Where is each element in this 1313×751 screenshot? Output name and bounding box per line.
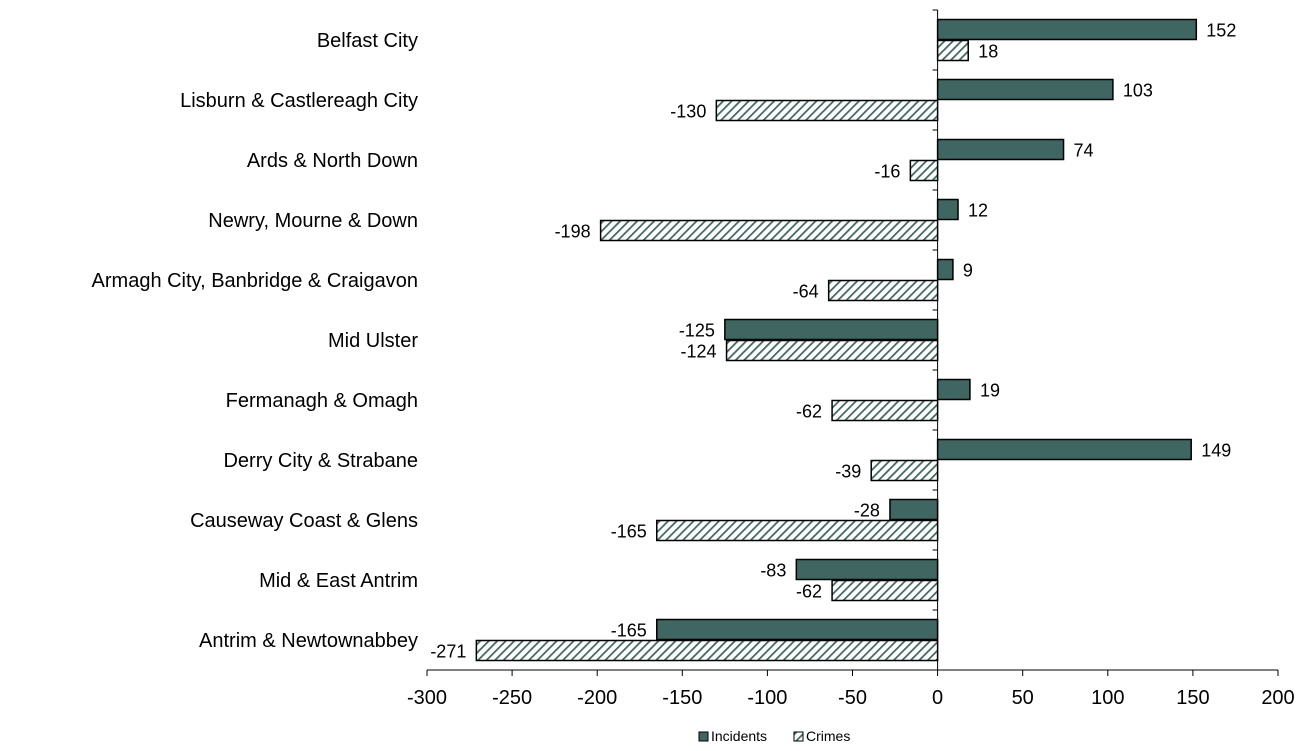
category-label: Ards & North Down — [247, 150, 418, 172]
category-label: Belfast City — [317, 30, 418, 52]
category-label: Lisburn & Castlereagh City — [180, 90, 418, 112]
x-tick-label: -250 — [492, 687, 532, 709]
x-tick-label: -100 — [747, 687, 787, 709]
x-tick-label: 50 — [1012, 687, 1034, 709]
category-label: Fermanagh & Omagh — [226, 390, 418, 412]
data-label-crimes: -271 — [430, 642, 466, 662]
bar-incidents — [936, 78, 1114, 101]
bar-crimes — [656, 519, 939, 542]
x-tick-label: -200 — [577, 687, 617, 709]
bar-incidents — [936, 198, 959, 221]
bar-crimes — [831, 399, 939, 422]
legend-incidents-label: Incidents — [711, 728, 767, 744]
x-tick-label: 150 — [1176, 687, 1209, 709]
bar-crimes — [827, 279, 939, 302]
category-labels: Belfast City Lisburn & Castlereagh City Ar… — [92, 30, 419, 652]
bar-crimes — [831, 579, 939, 602]
x-tick-label: -50 — [838, 687, 867, 709]
data-label-crimes: -16 — [874, 162, 900, 182]
bar-crimes — [936, 39, 969, 62]
data-label-crimes: 18 — [978, 42, 998, 62]
data-label-incidents: -165 — [611, 621, 647, 641]
bar-incidents — [936, 378, 971, 401]
bar-incidents — [795, 558, 939, 581]
data-label-incidents: 149 — [1201, 441, 1231, 461]
bars — [475, 18, 1198, 662]
bar-crimes — [475, 639, 939, 662]
legend-incidents-swatch — [698, 731, 709, 742]
category-label: Causeway Coast & Glens — [190, 510, 418, 532]
data-label-incidents: -125 — [679, 321, 715, 341]
data-label-incidents: -83 — [760, 561, 786, 581]
bar-crimes — [599, 219, 939, 242]
data-label-incidents: 74 — [1074, 141, 1094, 161]
category-label: Mid & East Antrim — [259, 570, 418, 592]
legend-crimes-label: Crimes — [806, 728, 850, 744]
bar-incidents — [656, 618, 939, 641]
data-label-incidents: 9 — [963, 261, 973, 281]
data-label-crimes: -198 — [555, 222, 591, 242]
data-label-incidents: -28 — [854, 501, 880, 521]
legend: Incidents Crimes — [698, 728, 850, 744]
x-tick-label: 200 — [1261, 687, 1294, 709]
data-label-incidents: 12 — [968, 201, 988, 221]
category-label: Derry City & Strabane — [223, 450, 418, 472]
data-label-crimes: -62 — [796, 582, 822, 602]
category-label: Armagh City, Banbridge & Craigavon — [92, 270, 418, 292]
data-label-incidents: 152 — [1206, 21, 1236, 41]
data-label-crimes: -124 — [681, 342, 717, 362]
x-tick-label: -300 — [407, 687, 447, 709]
data-label-crimes: -165 — [611, 522, 647, 542]
legend-crimes-swatch — [793, 731, 804, 742]
x-tick-label: 100 — [1091, 687, 1124, 709]
category-label: Mid Ulster — [328, 330, 418, 352]
bar-crimes — [725, 339, 939, 362]
x-tick-label: -150 — [662, 687, 702, 709]
bar-incidents — [936, 438, 1192, 461]
category-label: Newry, Mourne & Down — [208, 210, 418, 232]
data-label-incidents: 19 — [980, 381, 1000, 401]
data-label-crimes: -62 — [796, 402, 822, 422]
axes: -300 -250 -200 -150 -100 -50 0 50 100 150 200 — [407, 9, 1295, 709]
data-label-crimes: -130 — [670, 102, 706, 122]
bar-incidents — [936, 18, 1198, 41]
bar-incidents — [936, 258, 954, 281]
data-labels: 152 18 103 -130 74 -16 12 -198 9 -64 -125-124 19 -62… — [430, 21, 1236, 662]
data-label-crimes: -39 — [835, 462, 861, 482]
data-label-incidents: 103 — [1123, 81, 1153, 101]
bar-crimes — [715, 99, 939, 122]
category-label: Antrim & Newtownabbey — [199, 630, 418, 652]
x-tick-label: 0 — [932, 687, 943, 709]
data-label-crimes: -64 — [793, 282, 819, 302]
bar-incidents — [889, 498, 939, 521]
bar-incidents — [936, 138, 1065, 161]
bar-crimes — [870, 459, 939, 482]
bar-incidents — [724, 318, 939, 341]
bar-crimes — [909, 159, 939, 182]
